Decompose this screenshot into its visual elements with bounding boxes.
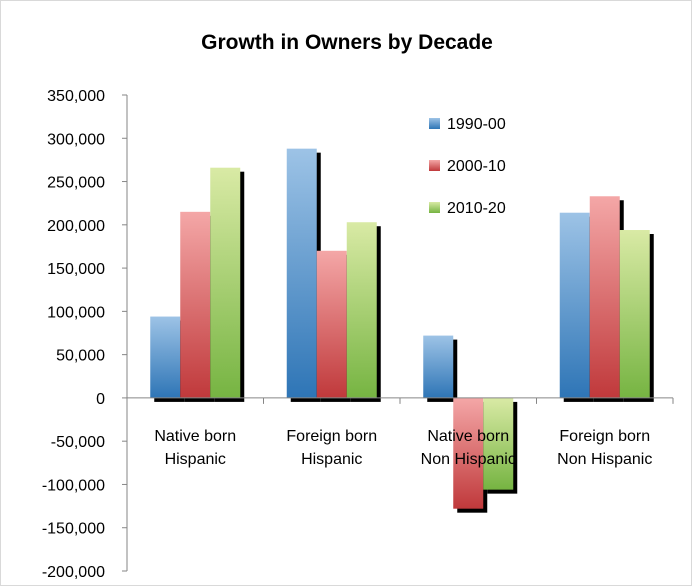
- bar-1990-00: [559, 212, 590, 398]
- bar-2000-10: [589, 196, 620, 398]
- category-label: Foreign born: [286, 428, 377, 445]
- legend-label: 1990-00: [447, 116, 506, 133]
- category-label: Non Hispanic: [421, 451, 516, 468]
- category-labels: Native born Hispanic Foreign born Hispanic N…: [154, 428, 652, 468]
- y-tick-label: -200,000: [42, 564, 105, 581]
- y-tick-label: -100,000: [42, 477, 105, 494]
- category-label: Hispanic: [165, 451, 226, 468]
- legend: 1990-00 2000-10 2010-20: [421, 105, 531, 229]
- chart-title: Growth in Owners by Decade: [201, 31, 493, 54]
- bar-1990-00: [150, 316, 181, 398]
- y-tick-label: -50,000: [51, 434, 105, 451]
- y-tick-label: 0: [96, 391, 105, 408]
- bar-2010-20: [483, 397, 514, 490]
- bar-2000-10: [180, 211, 211, 398]
- legend-swatch: [429, 118, 440, 129]
- y-tick-label: 100,000: [47, 304, 105, 321]
- y-tick-label: 300,000: [47, 131, 105, 148]
- legend-label: 2000-10: [447, 158, 506, 175]
- y-tick-label: -150,000: [42, 521, 105, 538]
- legend-swatch: [429, 202, 440, 213]
- y-tick-label: 150,000: [47, 261, 105, 278]
- y-axis: 350,000 300,000 250,000 200,000 150,000 100,0…: [42, 88, 128, 581]
- bar-2010-20: [346, 222, 377, 398]
- legend-label: 2010-20: [447, 200, 506, 217]
- category-label: Non Hispanic: [557, 451, 652, 468]
- bars: [150, 148, 654, 513]
- y-tick-label: 350,000: [47, 88, 105, 105]
- y-tick-label: 50,000: [56, 348, 105, 365]
- bar-2000-10: [453, 397, 484, 509]
- category-label: Native born: [154, 428, 236, 445]
- bar-1990-00: [286, 148, 317, 398]
- legend-swatch: [429, 160, 440, 171]
- bar-2010-20: [619, 230, 650, 398]
- y-tick-label: 250,000: [47, 175, 105, 192]
- category-label: Native born: [427, 428, 509, 445]
- bar-2010-20: [210, 167, 241, 398]
- category-label: Hispanic: [301, 451, 362, 468]
- zero-axis: [126, 397, 674, 404]
- bar-2000-10: [316, 250, 347, 398]
- y-tick-label: 200,000: [47, 218, 105, 235]
- category-label: Foreign born: [559, 428, 650, 445]
- bar-1990-00: [423, 335, 454, 398]
